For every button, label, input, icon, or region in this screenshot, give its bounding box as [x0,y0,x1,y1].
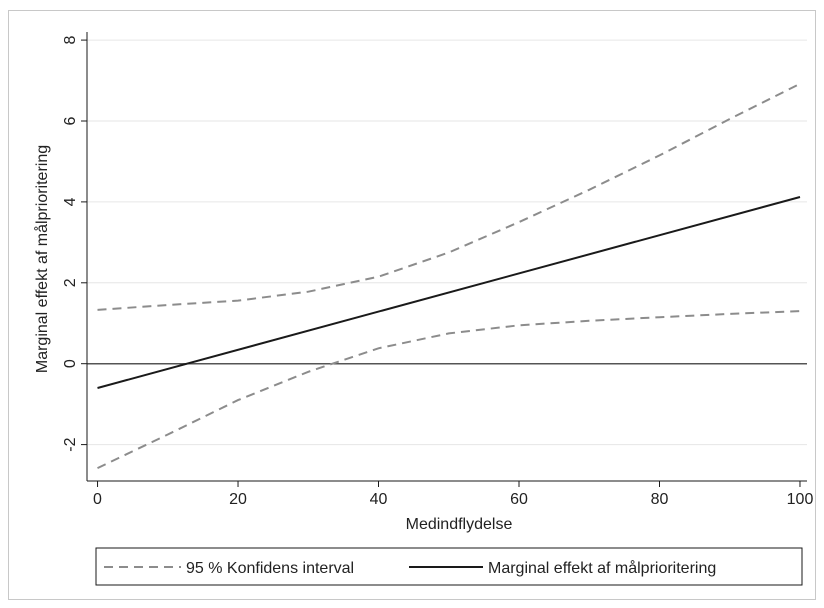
legend-label-ci: 95 % Konfidens interval [186,560,354,577]
axes [81,32,807,487]
x-tick-label-80: 80 [651,491,669,508]
x-tick-label-40: 40 [370,491,388,508]
series-line-0 [97,82,801,311]
legend-label-marginal-effect: Marginal effekt af målprioritering [488,559,716,577]
chart-frame: -2 0 2 4 6 8 0 20 40 60 80 100 Medindflydelse Margi… [8,10,816,600]
y-tick-label-6: 6 [62,116,79,125]
y-tick-label-4: 4 [62,197,79,206]
legend: 95 % Konfidens interval Marginal effekt … [95,547,803,586]
grid [87,39,807,446]
series-line-1 [97,310,801,470]
y-tick-label-8: 8 [62,36,79,45]
x-tick-label-0: 0 [93,491,102,508]
y-tick-label-0: 0 [62,359,79,368]
y-tick-label-2: 2 [62,278,79,287]
series-layer [97,82,801,470]
x-axis-title: Medindflydelse [406,516,513,533]
y-axis-title: Marginal effekt af målprioritering [33,145,51,373]
x-tick-label-100: 100 [787,491,814,508]
x-tick-label-20: 20 [229,491,247,508]
series-line-2 [97,196,801,389]
x-tick-label-60: 60 [510,491,528,508]
y-tick-label--2: -2 [62,437,79,451]
